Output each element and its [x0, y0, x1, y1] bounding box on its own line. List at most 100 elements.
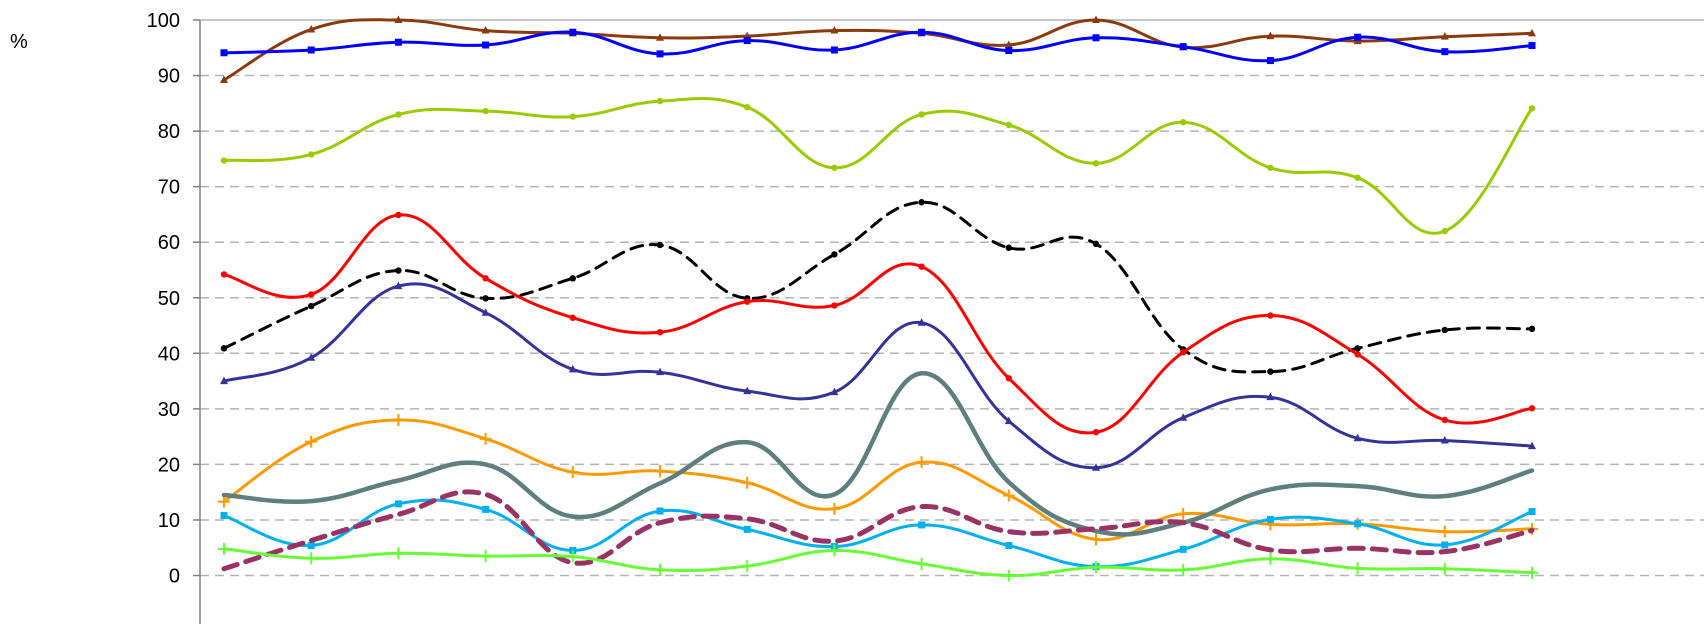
data-point	[1004, 416, 1013, 425]
data-point	[1090, 533, 1102, 546]
data-point	[1092, 34, 1100, 42]
data-point	[1266, 392, 1275, 401]
data-point	[1180, 119, 1187, 126]
data-point	[656, 50, 664, 58]
series-line	[222, 18, 1534, 82]
data-point	[308, 302, 315, 310]
series-2	[220, 28, 1536, 65]
data-point	[1528, 441, 1536, 450]
data-point	[220, 376, 228, 385]
data-point	[220, 49, 228, 57]
data-point	[831, 251, 838, 258]
data-point	[1004, 40, 1013, 48]
data-point	[1002, 489, 1015, 502]
series-line	[222, 498, 1534, 569]
series-5	[220, 211, 1536, 436]
data-point	[566, 466, 579, 479]
data-point	[566, 550, 579, 563]
data-point	[1267, 312, 1274, 319]
data-point	[482, 41, 490, 49]
data-point	[1005, 47, 1013, 55]
data-point	[305, 552, 318, 565]
y-tick-label: 60	[158, 232, 180, 254]
data-point	[1528, 42, 1536, 50]
y-tick-label: 70	[158, 177, 180, 199]
data-point	[831, 302, 838, 309]
data-point	[305, 435, 318, 448]
data-point	[656, 328, 664, 336]
data-point	[1092, 428, 1100, 436]
data-point	[743, 386, 752, 395]
data-point	[569, 275, 576, 282]
data-point	[1092, 463, 1100, 471]
data-point	[1528, 325, 1536, 333]
data-point	[1353, 433, 1362, 442]
data-point	[479, 550, 492, 563]
y-tick-label: 10	[158, 510, 180, 532]
data-point	[1354, 33, 1362, 41]
data-point	[307, 46, 315, 54]
data-point	[1179, 545, 1187, 553]
data-point	[568, 364, 577, 373]
data-point	[308, 291, 315, 298]
data-point	[654, 465, 666, 478]
data-point	[1528, 28, 1536, 37]
data-point	[1440, 436, 1449, 444]
data-point	[830, 46, 838, 54]
y-tick-label: 0	[169, 566, 180, 588]
series-line	[222, 200, 1534, 374]
data-point	[392, 413, 405, 426]
series-line	[222, 282, 1534, 470]
data-point	[1179, 43, 1187, 51]
data-point	[1441, 416, 1449, 424]
data-point	[918, 263, 925, 270]
data-point	[1354, 174, 1361, 181]
data-point	[1092, 240, 1100, 248]
data-point	[395, 267, 402, 274]
data-point	[830, 387, 839, 396]
data-point	[656, 33, 664, 41]
data-point	[220, 157, 228, 164]
data-point	[395, 211, 402, 219]
data-point	[307, 542, 315, 550]
data-point	[1266, 515, 1274, 523]
data-point	[395, 111, 402, 118]
data-point	[1438, 525, 1451, 538]
data-point	[1179, 413, 1188, 421]
series-4	[220, 199, 1536, 375]
data-point	[220, 75, 228, 83]
series-line	[222, 96, 1534, 235]
data-point	[1005, 542, 1013, 550]
data-point	[1528, 405, 1536, 412]
data-point	[1264, 552, 1277, 565]
data-point	[308, 151, 315, 158]
y-axis-unit-label: %	[10, 31, 28, 53]
data-point	[218, 542, 230, 555]
data-point	[1266, 57, 1274, 65]
data-point	[220, 271, 228, 278]
data-point	[830, 26, 839, 34]
data-point	[1438, 562, 1451, 575]
data-point	[915, 557, 928, 570]
series-group	[218, 15, 1538, 582]
data-point	[1092, 15, 1100, 23]
data-point	[1266, 31, 1275, 40]
series-line	[222, 213, 1534, 435]
data-point	[569, 28, 577, 36]
data-point	[656, 241, 664, 249]
y-tick-labels: 0 10 20 30 40 50 60 70 80 90 100	[147, 10, 200, 588]
data-point	[392, 547, 405, 560]
data-point	[1441, 48, 1449, 56]
data-point	[482, 505, 490, 513]
data-point	[482, 107, 489, 115]
data-point	[220, 345, 228, 352]
y-tick-label: 90	[158, 66, 180, 88]
series-10	[221, 489, 1535, 572]
y-tick-label: 30	[158, 399, 180, 421]
data-point	[654, 563, 666, 576]
data-point	[656, 367, 664, 376]
data-point	[656, 97, 664, 105]
series-line	[222, 418, 1534, 542]
series-11	[218, 542, 1538, 582]
